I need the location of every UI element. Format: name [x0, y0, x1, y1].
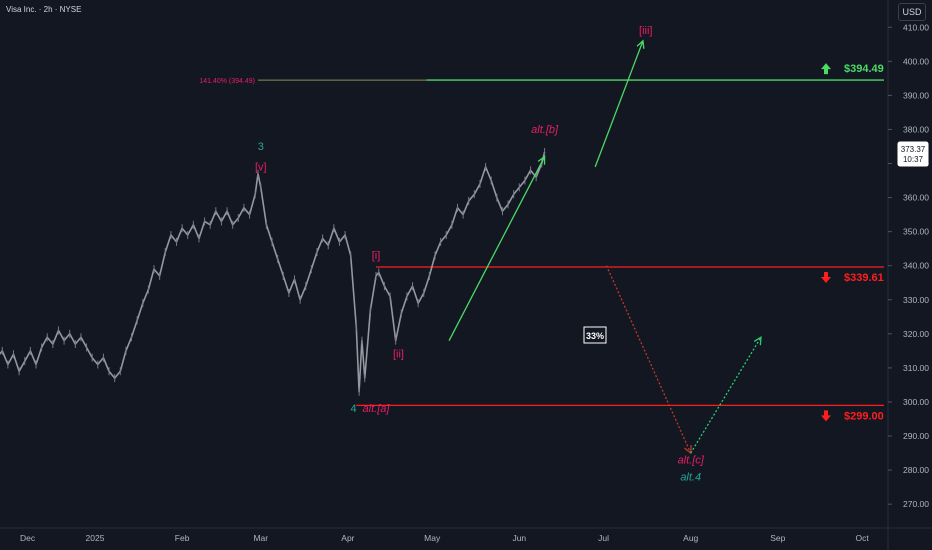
- wave-label: alt.[b]: [531, 124, 559, 136]
- up-arrow-icon: [821, 63, 831, 75]
- level-price-label: $394.49: [844, 63, 884, 75]
- x-tick-label: 2025: [86, 533, 105, 543]
- currency-button[interactable]: USD: [898, 3, 926, 21]
- wave-label: [ii]: [393, 349, 404, 361]
- x-tick-label: Mar: [253, 533, 268, 543]
- x-tick-label: Feb: [175, 533, 190, 543]
- y-tick-label: 410.00: [903, 22, 929, 32]
- last-price-time: 10:37: [903, 155, 924, 164]
- y-tick-label: 330.00: [903, 295, 929, 305]
- x-tick-label: Dec: [20, 533, 36, 543]
- projection-dotted-line: [690, 336, 762, 454]
- last-price-value: 373.37: [901, 145, 926, 154]
- fib-level-label: 141.40% (394.49): [199, 78, 255, 85]
- wave-label: [i]: [372, 250, 381, 262]
- y-tick-label: 280.00: [903, 465, 929, 475]
- arrow-head-icon: [753, 336, 762, 346]
- wave-label: [v]: [255, 161, 267, 173]
- projection-line: [448, 156, 546, 341]
- wave-label: [iii]: [639, 25, 652, 37]
- projection-dotted-line: [605, 265, 692, 454]
- probability-label: 33%: [586, 331, 604, 341]
- level-price-label: $299.00: [844, 410, 884, 422]
- y-tick-label: 340.00: [903, 261, 929, 271]
- y-tick-label: 350.00: [903, 227, 929, 237]
- wave-label: alt.[a]: [363, 403, 391, 415]
- x-tick-label: Sep: [770, 533, 785, 543]
- y-tick-label: 320.00: [903, 329, 929, 339]
- price-line: [0, 151, 546, 393]
- arrow-head-icon: [684, 445, 692, 455]
- wave-label: 4: [350, 403, 356, 415]
- y-tick-label: 310.00: [903, 363, 929, 373]
- x-tick-label: Apr: [341, 533, 354, 543]
- y-tick-label: 380.00: [903, 124, 929, 134]
- x-tick-label: Aug: [683, 533, 698, 543]
- arrow-head-icon: [537, 155, 546, 165]
- arrow-head-icon: [636, 39, 645, 49]
- down-arrow-icon: [821, 410, 831, 422]
- x-tick-label: Jul: [598, 533, 609, 543]
- wave-label: alt.[c]: [678, 454, 705, 466]
- level-price-label: $339.61: [844, 272, 884, 284]
- y-tick-label: 270.00: [903, 499, 929, 509]
- y-tick-label: 300.00: [903, 397, 929, 407]
- symbol-title: Visa Inc. · 2h · NYSE: [6, 5, 82, 14]
- x-tick-label: May: [424, 533, 441, 543]
- y-tick-label: 390.00: [903, 90, 929, 100]
- wave-label: 3: [258, 141, 264, 153]
- last-price-tag: [897, 141, 929, 167]
- wave-label: alt.4: [680, 471, 701, 483]
- y-tick-label: 360.00: [903, 193, 929, 203]
- x-tick-label: Jun: [512, 533, 526, 543]
- probability-badge: [583, 326, 607, 344]
- y-tick-label: 400.00: [903, 56, 929, 66]
- y-tick-label: 290.00: [903, 431, 929, 441]
- down-arrow-icon: [821, 272, 831, 284]
- projection-line: [594, 40, 644, 168]
- x-tick-label: Oct: [856, 533, 870, 543]
